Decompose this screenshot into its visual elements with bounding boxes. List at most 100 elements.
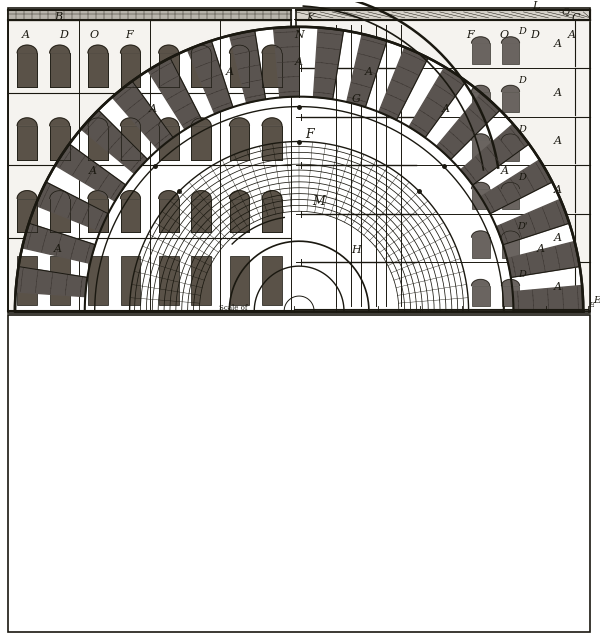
Polygon shape [148, 58, 202, 129]
Text: O: O [499, 30, 508, 40]
Text: H: H [351, 244, 361, 255]
Polygon shape [35, 182, 108, 231]
Polygon shape [112, 81, 173, 150]
Text: A: A [442, 104, 449, 115]
Text: A: A [554, 88, 562, 98]
Bar [191, 126, 211, 159]
Polygon shape [15, 27, 583, 311]
Text: A: A [536, 244, 545, 254]
Text: D: D [518, 76, 526, 85]
Text: B: B [54, 12, 62, 22]
Bar [159, 53, 179, 87]
Bar [17, 53, 37, 87]
Polygon shape [16, 266, 88, 296]
Polygon shape [496, 199, 569, 244]
Bar [50, 126, 70, 159]
Polygon shape [121, 45, 140, 53]
Text: A: A [149, 104, 157, 115]
Text: A: A [501, 166, 509, 176]
Text: C: C [572, 13, 580, 23]
Polygon shape [409, 67, 466, 138]
Bar [262, 126, 282, 159]
Polygon shape [262, 45, 282, 53]
Polygon shape [81, 110, 148, 173]
Text: K: K [306, 13, 314, 23]
Bar [472, 285, 490, 306]
Bar [230, 53, 250, 87]
Polygon shape [502, 85, 520, 92]
Polygon shape [230, 45, 250, 53]
Polygon shape [187, 41, 233, 114]
Text: G: G [352, 94, 361, 104]
Bar [472, 189, 490, 209]
Text: A: A [365, 67, 373, 77]
Bar [17, 198, 37, 232]
Text: D: D [518, 173, 526, 182]
Text: A: A [295, 57, 303, 67]
Polygon shape [121, 118, 140, 126]
Bar [502, 43, 520, 63]
Polygon shape [191, 191, 211, 198]
Text: Q: Q [562, 8, 569, 17]
Bar [88, 53, 108, 87]
Bar [262, 198, 282, 232]
Bar [191, 255, 211, 305]
Text: A: A [554, 282, 562, 292]
Polygon shape [50, 191, 70, 198]
Polygon shape [17, 45, 37, 53]
Polygon shape [502, 37, 520, 43]
Bar [88, 126, 108, 159]
Polygon shape [379, 47, 428, 120]
Polygon shape [50, 118, 70, 126]
Bar [502, 285, 520, 306]
Text: D: D [530, 30, 539, 40]
Polygon shape [17, 191, 37, 198]
Polygon shape [512, 285, 583, 311]
Bar [230, 198, 250, 232]
Polygon shape [230, 191, 250, 198]
Polygon shape [22, 223, 95, 263]
Polygon shape [347, 34, 387, 107]
Text: A: A [554, 233, 562, 243]
Bar [50, 198, 70, 232]
Polygon shape [230, 30, 266, 103]
Text: A: A [554, 136, 562, 146]
Bar [50, 255, 70, 305]
Bar [502, 189, 520, 209]
Bar [502, 92, 520, 112]
Text: A: A [554, 39, 562, 49]
Text: D: D [59, 30, 68, 40]
Bar [502, 237, 520, 258]
Polygon shape [472, 134, 490, 140]
Bar [472, 140, 490, 161]
Bar [159, 198, 179, 232]
Text: D: D [518, 28, 526, 36]
Polygon shape [507, 241, 580, 278]
Polygon shape [159, 118, 179, 126]
Polygon shape [472, 85, 490, 92]
Text: F: F [125, 30, 133, 40]
Bar [8, 8, 590, 313]
Text: D: D [518, 270, 526, 279]
Bar [472, 92, 490, 112]
Bar [191, 53, 211, 87]
Polygon shape [262, 191, 282, 198]
Bar [121, 126, 140, 159]
Polygon shape [88, 118, 108, 126]
Bar [296, 20, 590, 311]
Bar [88, 255, 108, 305]
Text: Scale of: Scale of [220, 304, 248, 312]
Text: L: L [532, 1, 539, 11]
Bar [121, 198, 140, 232]
Bar [502, 140, 520, 161]
Polygon shape [50, 45, 70, 53]
Bar [191, 198, 211, 232]
Text: F: F [466, 30, 473, 40]
Bar [262, 53, 282, 87]
Bar [121, 53, 140, 87]
Text: N: N [294, 30, 304, 40]
Polygon shape [472, 231, 490, 237]
Bar [230, 255, 250, 305]
Bar [159, 255, 179, 305]
Polygon shape [313, 28, 344, 99]
